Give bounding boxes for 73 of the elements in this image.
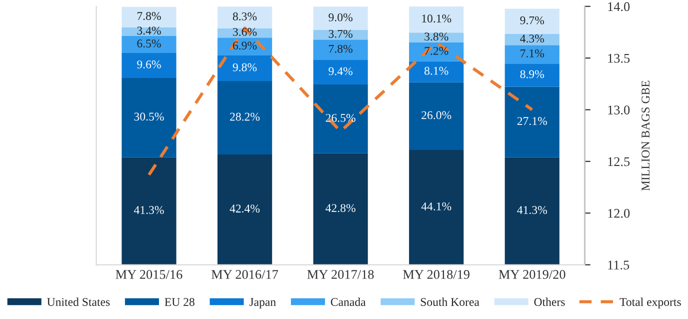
x-tick-label: MY 2016/17 xyxy=(212,270,278,279)
legend-label: South Korea xyxy=(420,298,480,306)
bar xyxy=(122,36,176,53)
y2-tick-label: 14.0 xyxy=(608,2,630,12)
data-label: 3.8% xyxy=(424,32,448,41)
bar xyxy=(409,32,464,43)
bar xyxy=(122,6,176,28)
bar xyxy=(217,6,272,28)
data-label: 4.3% xyxy=(520,34,544,43)
bar xyxy=(409,6,464,33)
data-label: 9.8% xyxy=(232,63,257,72)
bar xyxy=(313,60,368,84)
x-tick-label: MY 2017/18 xyxy=(307,270,374,279)
y2-tick-label: 12.5 xyxy=(608,157,630,166)
legend-label: EU 28 xyxy=(164,298,194,306)
bar xyxy=(122,52,176,78)
data-label: 41.3% xyxy=(517,206,547,214)
data-label: 9.6% xyxy=(137,60,161,68)
bar xyxy=(313,153,368,265)
bar xyxy=(217,56,272,82)
y2-tick-label: 11.5 xyxy=(608,260,630,270)
data-label: 41.3% xyxy=(134,206,164,214)
data-label: 3.7% xyxy=(328,30,352,38)
x-tick-label: MY 2018/19 xyxy=(403,270,470,279)
data-label: 9.0% xyxy=(328,13,352,22)
data-label: 28.2% xyxy=(230,112,260,121)
legend-label: Others xyxy=(534,298,565,306)
data-label: 8.3% xyxy=(232,12,257,20)
data-label: 3.4% xyxy=(137,26,161,35)
bar xyxy=(313,84,368,154)
bar xyxy=(313,30,368,40)
data-label: 8.1% xyxy=(424,66,448,75)
x-tick-label: MY 2015/16 xyxy=(116,270,182,279)
data-label: 44.1% xyxy=(421,202,452,210)
x-tick-label: MY 2019/20 xyxy=(498,270,566,279)
data-label: 6.5% xyxy=(137,39,161,48)
data-label: 7.8% xyxy=(137,12,161,20)
legend-label: Japan xyxy=(249,298,276,308)
legend-label: Canada xyxy=(330,298,366,306)
data-label: 26.0% xyxy=(422,111,452,120)
data-label: 10.1% xyxy=(422,14,452,23)
legend-label: United States xyxy=(47,298,110,306)
data-label: 26.5% xyxy=(326,114,356,122)
bar xyxy=(217,154,272,265)
data-label: 7.8% xyxy=(329,44,352,53)
data-label: 8.9% xyxy=(520,70,544,78)
bar xyxy=(504,157,560,265)
data-label: 42.8% xyxy=(326,204,356,212)
bar xyxy=(122,157,176,265)
bar xyxy=(313,6,368,30)
bar xyxy=(504,64,560,87)
y2-axis-title: MILLION BAGS GBE xyxy=(642,80,650,191)
data-label: 7.1% xyxy=(520,49,544,58)
bar xyxy=(313,40,368,60)
bar xyxy=(122,27,176,36)
bar xyxy=(409,150,464,265)
data-label: 30.5% xyxy=(134,112,164,121)
data-label: 9.4% xyxy=(328,67,352,76)
data-label: 27.1% xyxy=(517,117,547,126)
y2-tick-label: 12.0 xyxy=(608,208,630,218)
bar xyxy=(217,81,272,154)
bar xyxy=(504,34,560,46)
bar xyxy=(122,78,176,158)
bar xyxy=(409,82,464,150)
y2-tick-label: 13.5 xyxy=(608,54,630,63)
bar xyxy=(409,61,464,82)
data-label: 9.7% xyxy=(520,16,544,24)
y2-tick-label: 13.0 xyxy=(608,106,630,114)
bar xyxy=(504,45,560,64)
bar xyxy=(504,86,560,158)
legend-label: Total exports xyxy=(620,298,681,308)
data-label: 42.4% xyxy=(230,204,260,213)
bar xyxy=(504,8,560,34)
